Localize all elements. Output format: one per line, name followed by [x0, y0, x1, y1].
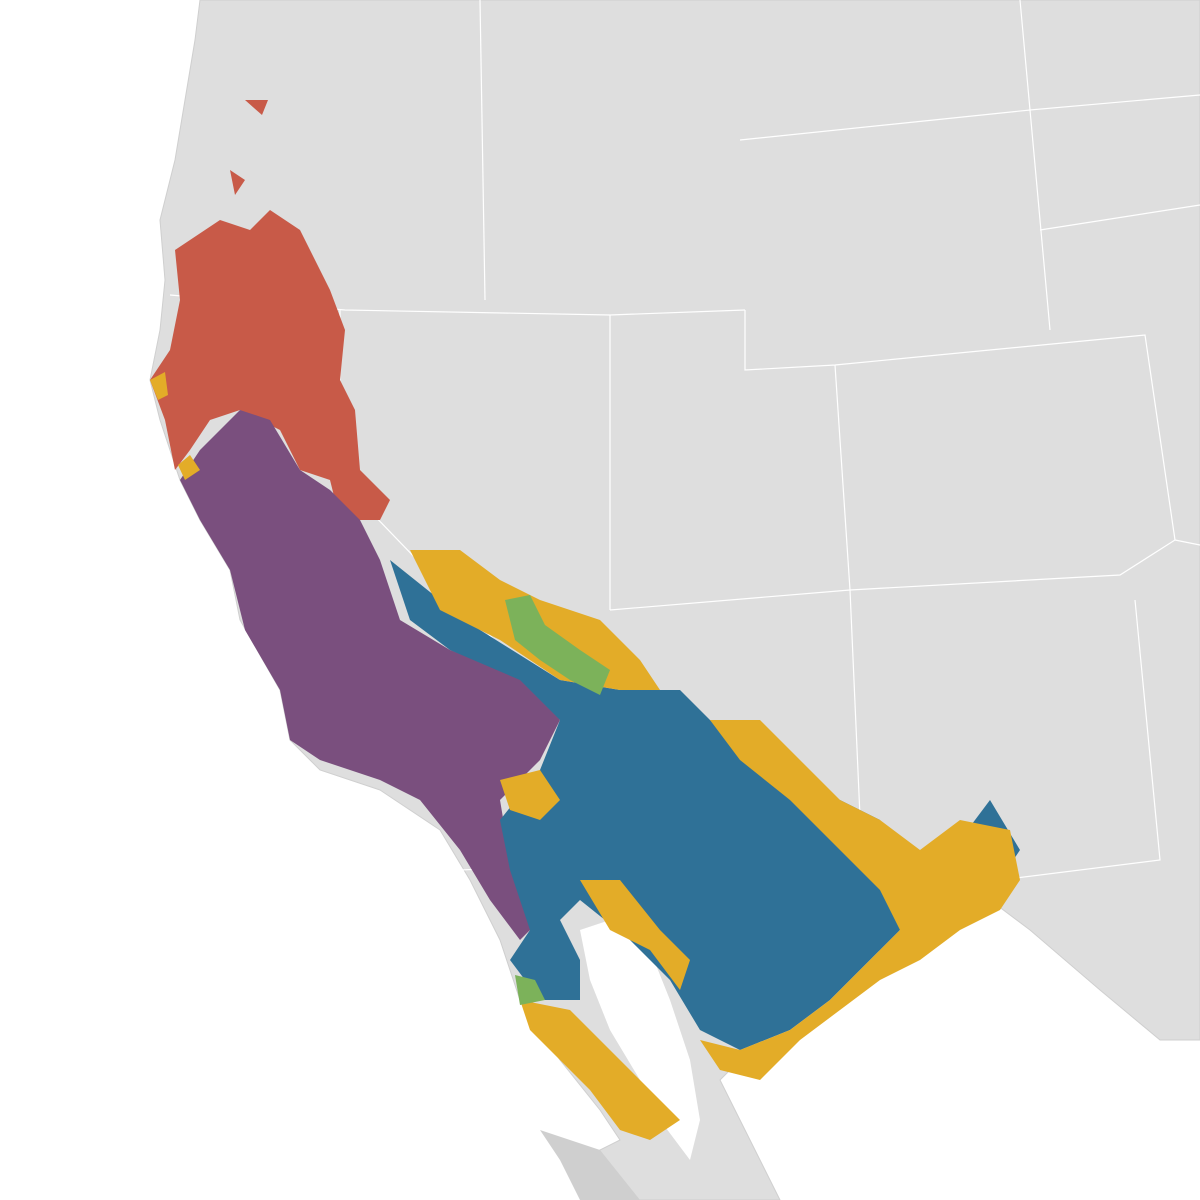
- range-region-blue: [390, 560, 1020, 1050]
- range-regions: [150, 100, 1020, 1140]
- range-region-green: [505, 595, 610, 1005]
- baja-peninsula-tip: [540, 1130, 640, 1200]
- range-region-purple: [180, 410, 560, 940]
- gulf-of-california: [580, 920, 700, 1160]
- range-region-red: [150, 100, 520, 630]
